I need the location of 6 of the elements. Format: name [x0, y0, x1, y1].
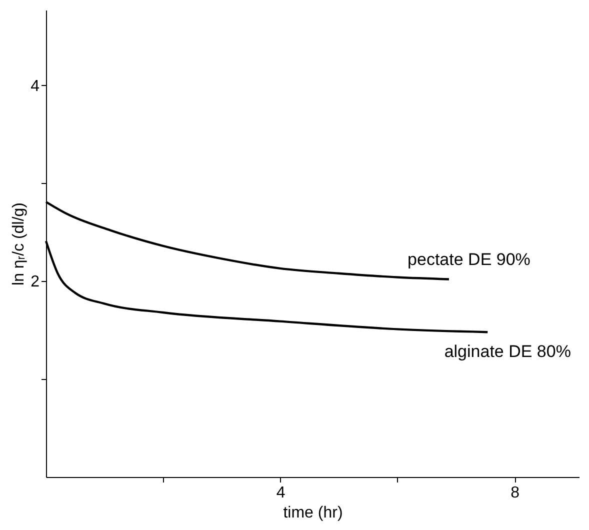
y-tick-label: 2 [30, 274, 40, 291]
x-axis-title: time (hr) [283, 504, 343, 522]
x-tick-label: 8 [510, 484, 520, 502]
series-label: alginate DE 80% [444, 342, 571, 362]
series-label: pectate DE 90% [408, 250, 530, 270]
y-axis-title: ln ηᵣ/c (dl/g) [10, 202, 28, 286]
